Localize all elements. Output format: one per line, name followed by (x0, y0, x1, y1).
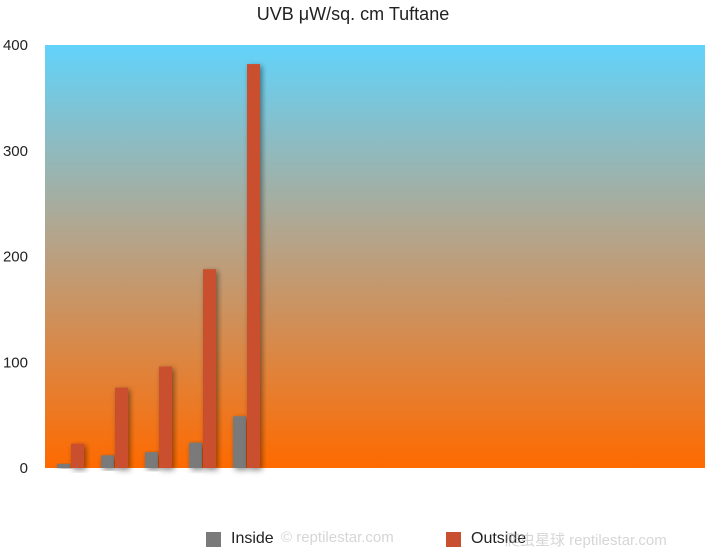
y-tick-label: 400 (3, 37, 28, 54)
legend-item-outside: Outside (446, 530, 526, 548)
legend-swatch-inside (206, 531, 221, 547)
bar-inside-1 (57, 463, 70, 468)
y-tick-label: 200 (3, 249, 28, 266)
y-axis: 0 100 200 300 400 (3, 37, 28, 477)
legend-item-inside: Inside (206, 530, 274, 548)
bar-inside-2 (101, 455, 114, 468)
bar-outside-5 (247, 64, 260, 468)
bar-outside-1 (71, 443, 84, 468)
y-tick-label: 0 (20, 460, 28, 477)
legend-label-inside: Inside (231, 530, 274, 547)
bar-outside-4 (203, 269, 216, 468)
watermark-right: 爬虫星球 reptilestar.com (505, 532, 667, 549)
bar-inside-3 (145, 452, 158, 468)
legend-swatch-outside (446, 531, 461, 547)
bar-inside-4 (189, 442, 202, 468)
plot-area-background (45, 45, 705, 468)
bar-inside-5 (233, 416, 246, 468)
legend: Inside Outside (0, 530, 706, 552)
legend-label-outside: Outside (471, 530, 527, 547)
chart-title: UVB μW/sq. cm Tuftane (256, 4, 450, 24)
watermark-left: © reptilestar.com (281, 529, 394, 546)
y-tick-label: 300 (3, 143, 28, 160)
y-tick-label: 100 (3, 354, 28, 371)
bar-outside-2 (115, 387, 128, 468)
bar-series (57, 64, 260, 468)
bar-outside-3 (159, 366, 172, 468)
